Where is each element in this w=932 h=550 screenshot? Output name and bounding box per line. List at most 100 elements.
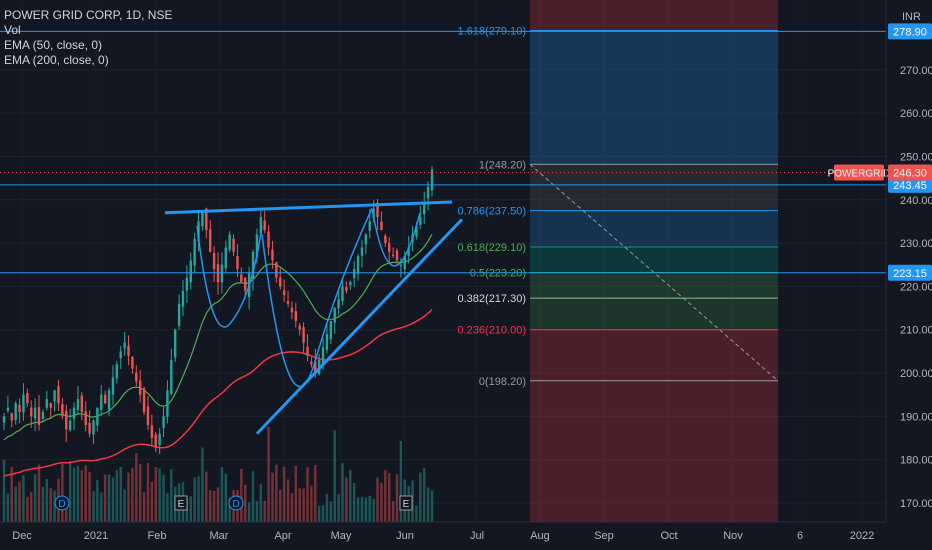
candle: [37, 394, 41, 431]
candle-body: [286, 301, 290, 304]
event-marker: D: [228, 495, 244, 511]
candle-body: [14, 403, 17, 420]
candle: [236, 244, 239, 278]
volume-bar: [247, 502, 251, 522]
candle: [80, 392, 84, 421]
y-tick-label: 180.00: [900, 455, 932, 467]
volume-bar: [302, 488, 305, 522]
volume-bar: [41, 486, 45, 522]
volume-bar: [14, 486, 17, 522]
candle: [142, 386, 146, 416]
price-tag-label: 223.15: [893, 268, 927, 280]
candle: [146, 396, 150, 431]
candle-body: [212, 252, 216, 270]
candle-body: [61, 404, 64, 417]
candle: [317, 353, 321, 376]
candle: [131, 356, 134, 374]
fib-label: 0.236(210.00): [458, 325, 527, 337]
candle-body: [360, 247, 364, 256]
candle-body: [150, 425, 154, 438]
candle: [177, 294, 181, 331]
candle: [310, 357, 313, 368]
candle: [138, 370, 142, 403]
currency-label: INR: [902, 11, 921, 23]
candle-body: [174, 329, 177, 358]
volume-bar: [123, 489, 126, 522]
volume-bar: [384, 470, 387, 522]
candle: [352, 261, 356, 287]
candle-body: [325, 334, 329, 350]
volume-bar: [317, 505, 321, 522]
volume-bar: [37, 464, 41, 522]
candle: [170, 348, 173, 396]
candle-body: [162, 416, 165, 428]
volume-bar: [162, 474, 165, 522]
volume-bar: [22, 475, 25, 522]
y-tick-label: 170.00: [900, 498, 932, 510]
volume-bar: [419, 472, 422, 522]
fib-label: 0.382(217.30): [458, 293, 527, 305]
candle: [193, 232, 196, 274]
candle: [166, 380, 169, 424]
candle-body: [6, 407, 10, 411]
candle: [18, 398, 21, 424]
candle: [10, 412, 13, 428]
candle: [41, 409, 45, 423]
candle-body: [146, 406, 150, 425]
candle: [329, 321, 333, 344]
candle: [154, 431, 157, 452]
candle-body: [279, 277, 282, 287]
volume-bar: [53, 490, 56, 522]
volume-bar: [212, 491, 216, 522]
candle: [57, 379, 60, 411]
candle-body: [170, 360, 173, 395]
volume-bar: [290, 493, 294, 522]
candle: [380, 211, 383, 231]
candle-body: [22, 394, 25, 413]
volume-bar: [240, 468, 243, 522]
volume-bar: [107, 474, 111, 522]
candle-body: [368, 221, 371, 231]
candle-body: [337, 299, 340, 309]
candle-body: [68, 420, 72, 431]
y-tick-label: 240.00: [900, 195, 932, 207]
candle-body: [244, 278, 247, 291]
y-tick-label: 250.00: [900, 152, 932, 164]
candle-body: [240, 274, 243, 283]
fib-zone: [530, 30, 778, 165]
candle: [22, 383, 25, 421]
candle: [426, 181, 430, 211]
fibonacci-retracement: 1.618(279.10)1(248.20)0.786(237.50)0.618…: [458, 0, 779, 522]
legend-vol: Vol: [4, 23, 21, 37]
volume-bar: [337, 493, 340, 522]
candle: [306, 334, 309, 362]
legend-ema200: EMA (200, close, 0): [4, 53, 109, 67]
candle-body: [135, 372, 138, 382]
volume-bar: [345, 477, 348, 522]
candle: [26, 388, 29, 407]
candle-body: [2, 416, 6, 423]
candle-body: [80, 395, 84, 412]
candle-body: [154, 434, 157, 447]
fib-label: 1(248.20): [479, 159, 526, 171]
x-tick-label: May: [331, 530, 352, 542]
price-tag-label: 278.90: [893, 26, 927, 38]
volume-bar: [205, 471, 208, 522]
volume-bar: [333, 430, 336, 522]
candle: [279, 268, 282, 290]
candle: [282, 279, 286, 303]
volume-bar: [388, 473, 391, 522]
candle-body: [72, 407, 76, 419]
event-marker: D: [54, 495, 70, 511]
rising-trendline: [255, 218, 464, 435]
volume-bar: [135, 452, 138, 522]
horizontal-lines: 278.90 243.45 223.15 POWERGRID 246.30: [0, 23, 932, 281]
candle-body: [341, 286, 344, 302]
candle: [388, 237, 391, 264]
candle: [294, 302, 298, 328]
volume-bar: [263, 500, 266, 522]
candle-body: [96, 407, 99, 426]
candle-body: [298, 325, 301, 330]
candle: [302, 322, 305, 354]
